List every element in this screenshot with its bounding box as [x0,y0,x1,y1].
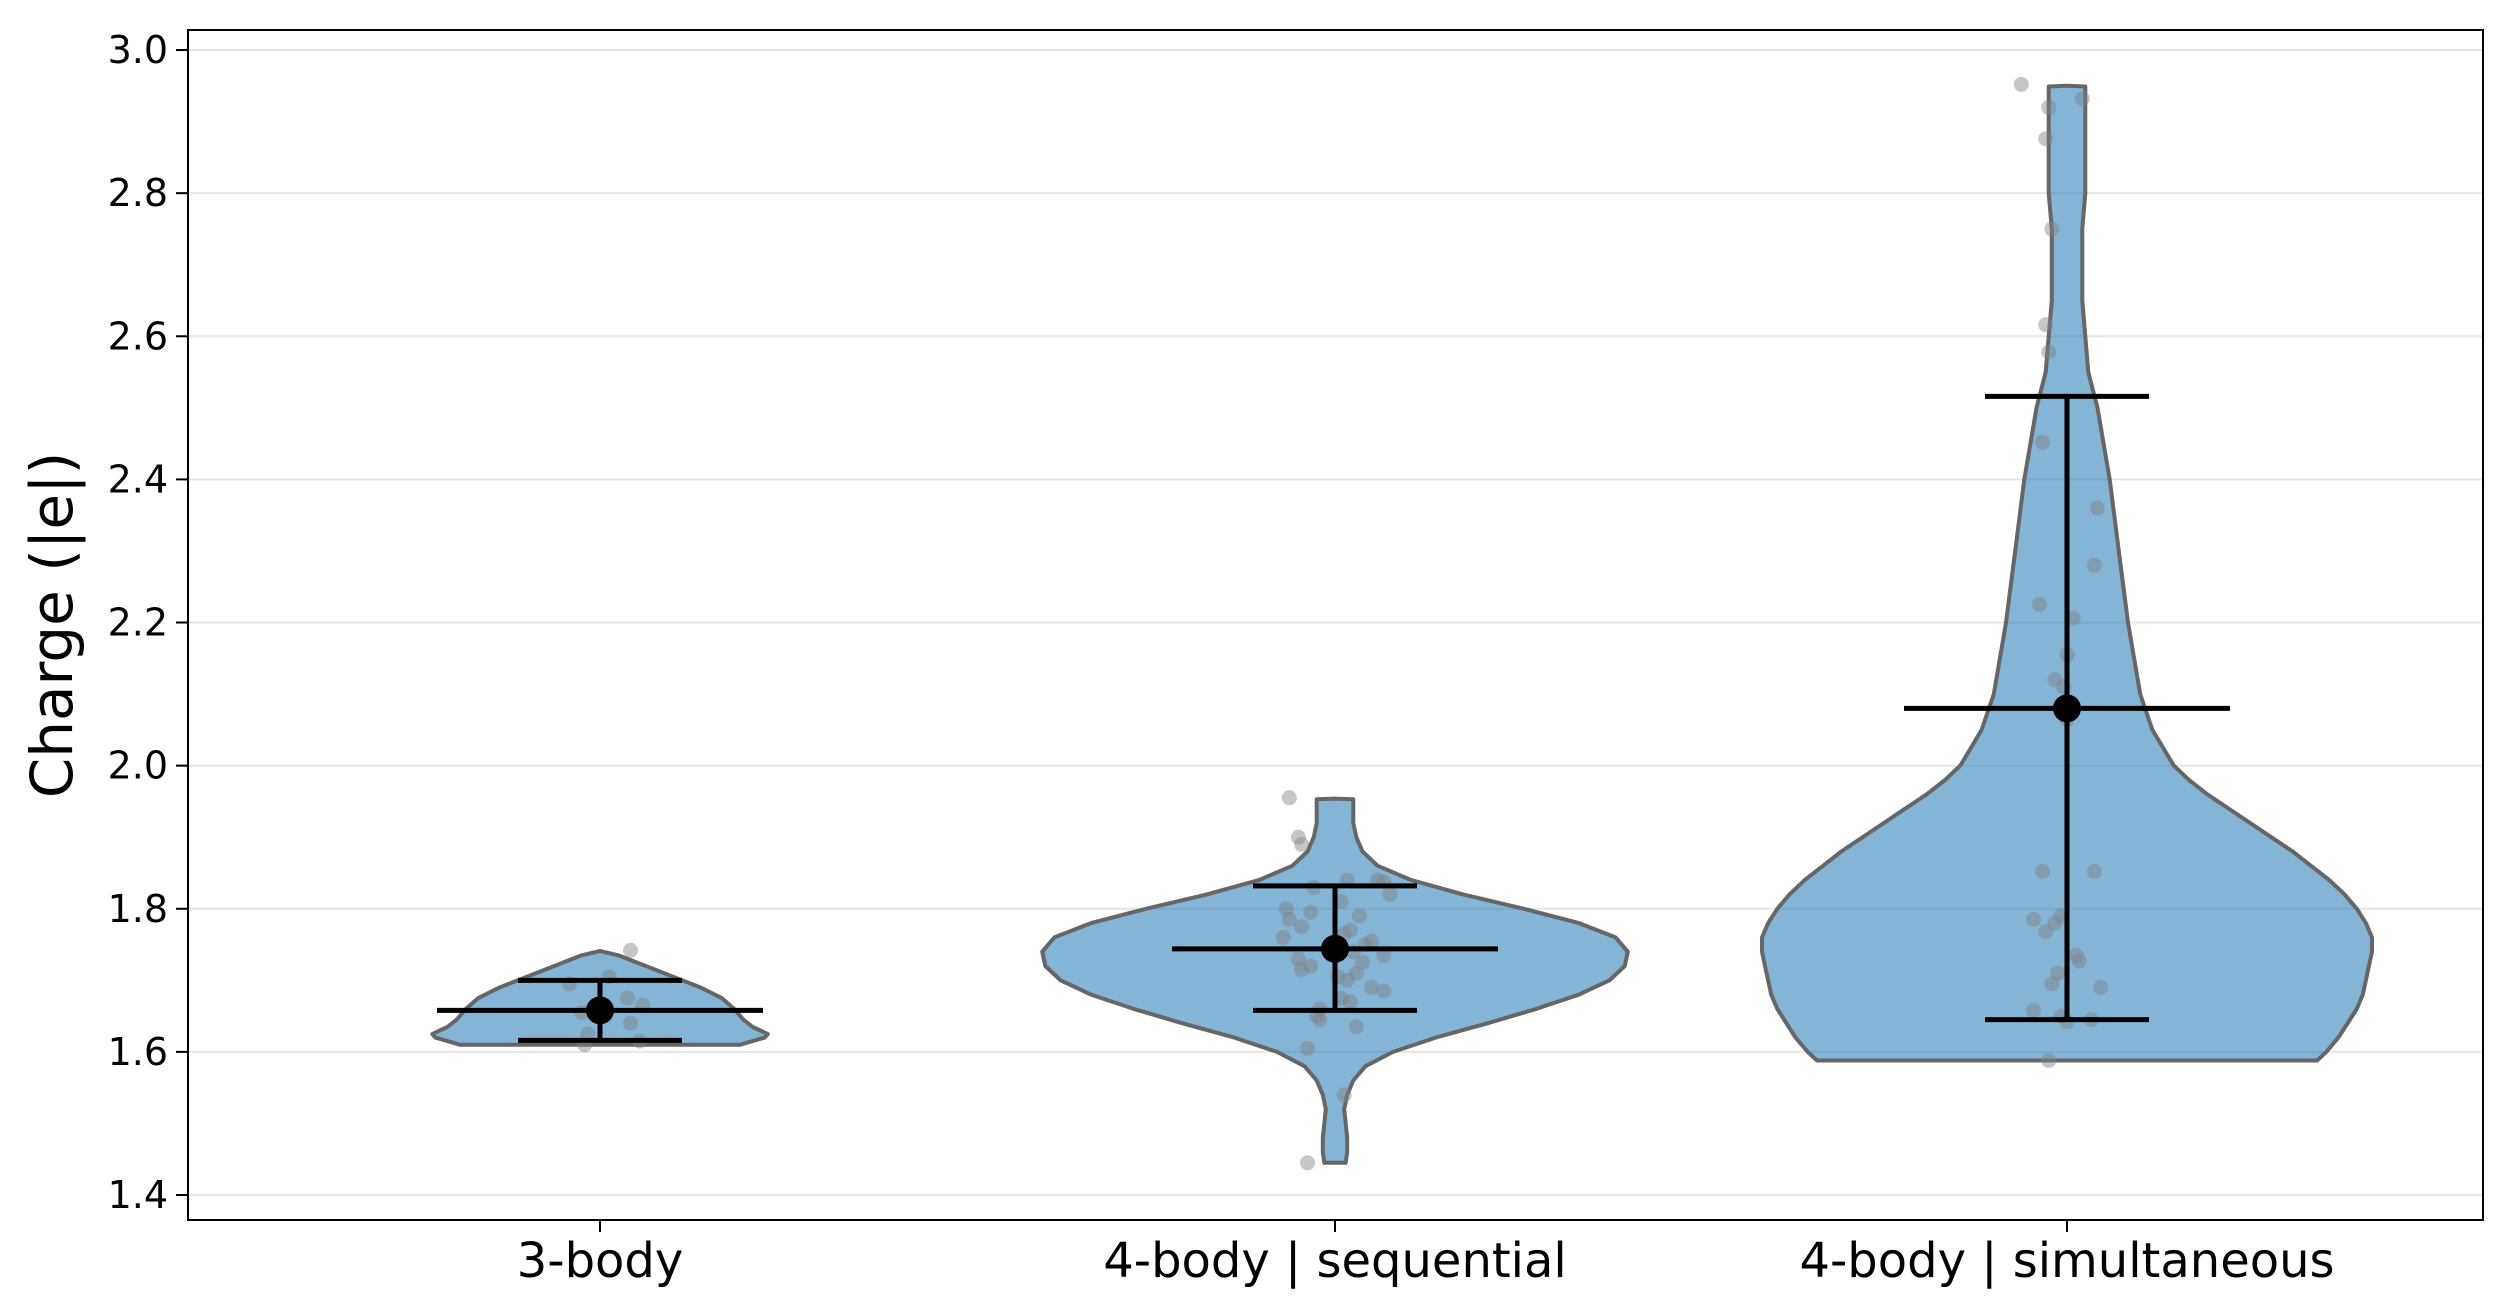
data-point [1300,1155,1315,1171]
data-point [580,1026,596,1042]
data-point [1281,912,1297,927]
data-point [2041,99,2057,115]
data-point [2038,924,2054,940]
data-point [623,942,638,958]
mean-marker [586,996,614,1025]
data-point [1275,929,1291,945]
data-point [2026,912,2041,927]
data-point [2086,864,2102,879]
data-point [1281,790,1297,806]
data-point [1303,904,1319,920]
data-point [1342,994,1358,1010]
data-point [2071,953,2087,969]
data-point [1364,980,1380,995]
data-point [1348,965,1364,981]
data-point [2013,76,2029,92]
data-point [2041,344,2057,360]
data-point [1348,1019,1364,1035]
y-axis-title: Charge (|e|) [18,452,86,799]
data-point [2038,317,2054,333]
data-point [1294,919,1309,935]
data-point [2035,864,2051,879]
y-tick-label: 1.8 [108,887,168,931]
data-point [2074,91,2090,107]
data-point [1342,922,1358,938]
data-point [1376,983,1392,999]
data-point [2047,672,2063,688]
axes: 1.4 1.6 1.8 2.0 2.2 2.4 2.6 2.8 3.0 3-body 4-body … [108,28,2335,1289]
data-point [623,1015,638,1031]
y-tick-label: 2.8 [108,171,168,215]
data-point [1351,908,1367,924]
y-tick-label: 1.4 [108,1173,168,1217]
data-point [2032,597,2047,613]
data-point [1339,972,1355,988]
mean-marker [1321,934,1349,963]
data-point [1336,1087,1352,1103]
data-point [1290,829,1306,845]
summary-markers [437,393,2230,1043]
data-point [2038,131,2054,147]
y-tick-label: 2.6 [108,314,168,358]
data-point [2044,221,2060,237]
y-tick-label: 1.6 [108,1030,168,1074]
data-point [2044,976,2060,992]
x-tick-label: 4-body | simultaneous [1799,1233,2334,1289]
data-point [2093,980,2109,995]
data-point [2047,915,2063,931]
data-point [1376,947,1392,963]
data-point [1290,951,1306,967]
data-point [1364,933,1380,949]
data-point [2068,947,2084,963]
x-tick-label: 3-body [517,1233,684,1289]
data-point [1294,962,1309,978]
data-point [2090,500,2105,516]
data-point [2035,434,2051,450]
data-point [2041,1053,2057,1068]
data-point [1355,954,1370,970]
data-point [2050,965,2066,981]
data-point [1278,901,1294,917]
data-point [1294,836,1309,852]
data-point [2086,557,2102,573]
y-tick-label: 2.4 [108,457,168,501]
y-tick-label: 2.2 [108,601,168,645]
x-tick-label: 4-body | sequential [1103,1233,1567,1289]
data-point [1300,1040,1315,1056]
data-point [1303,958,1319,974]
y-tick-label: 2.0 [108,744,168,788]
data-point [1312,1012,1328,1028]
y-tick-label: 3.0 [108,28,168,72]
data-point [2026,1002,2041,1018]
data-point [620,990,635,1006]
data-point [1382,886,1398,902]
mean-marker [2053,694,2081,723]
